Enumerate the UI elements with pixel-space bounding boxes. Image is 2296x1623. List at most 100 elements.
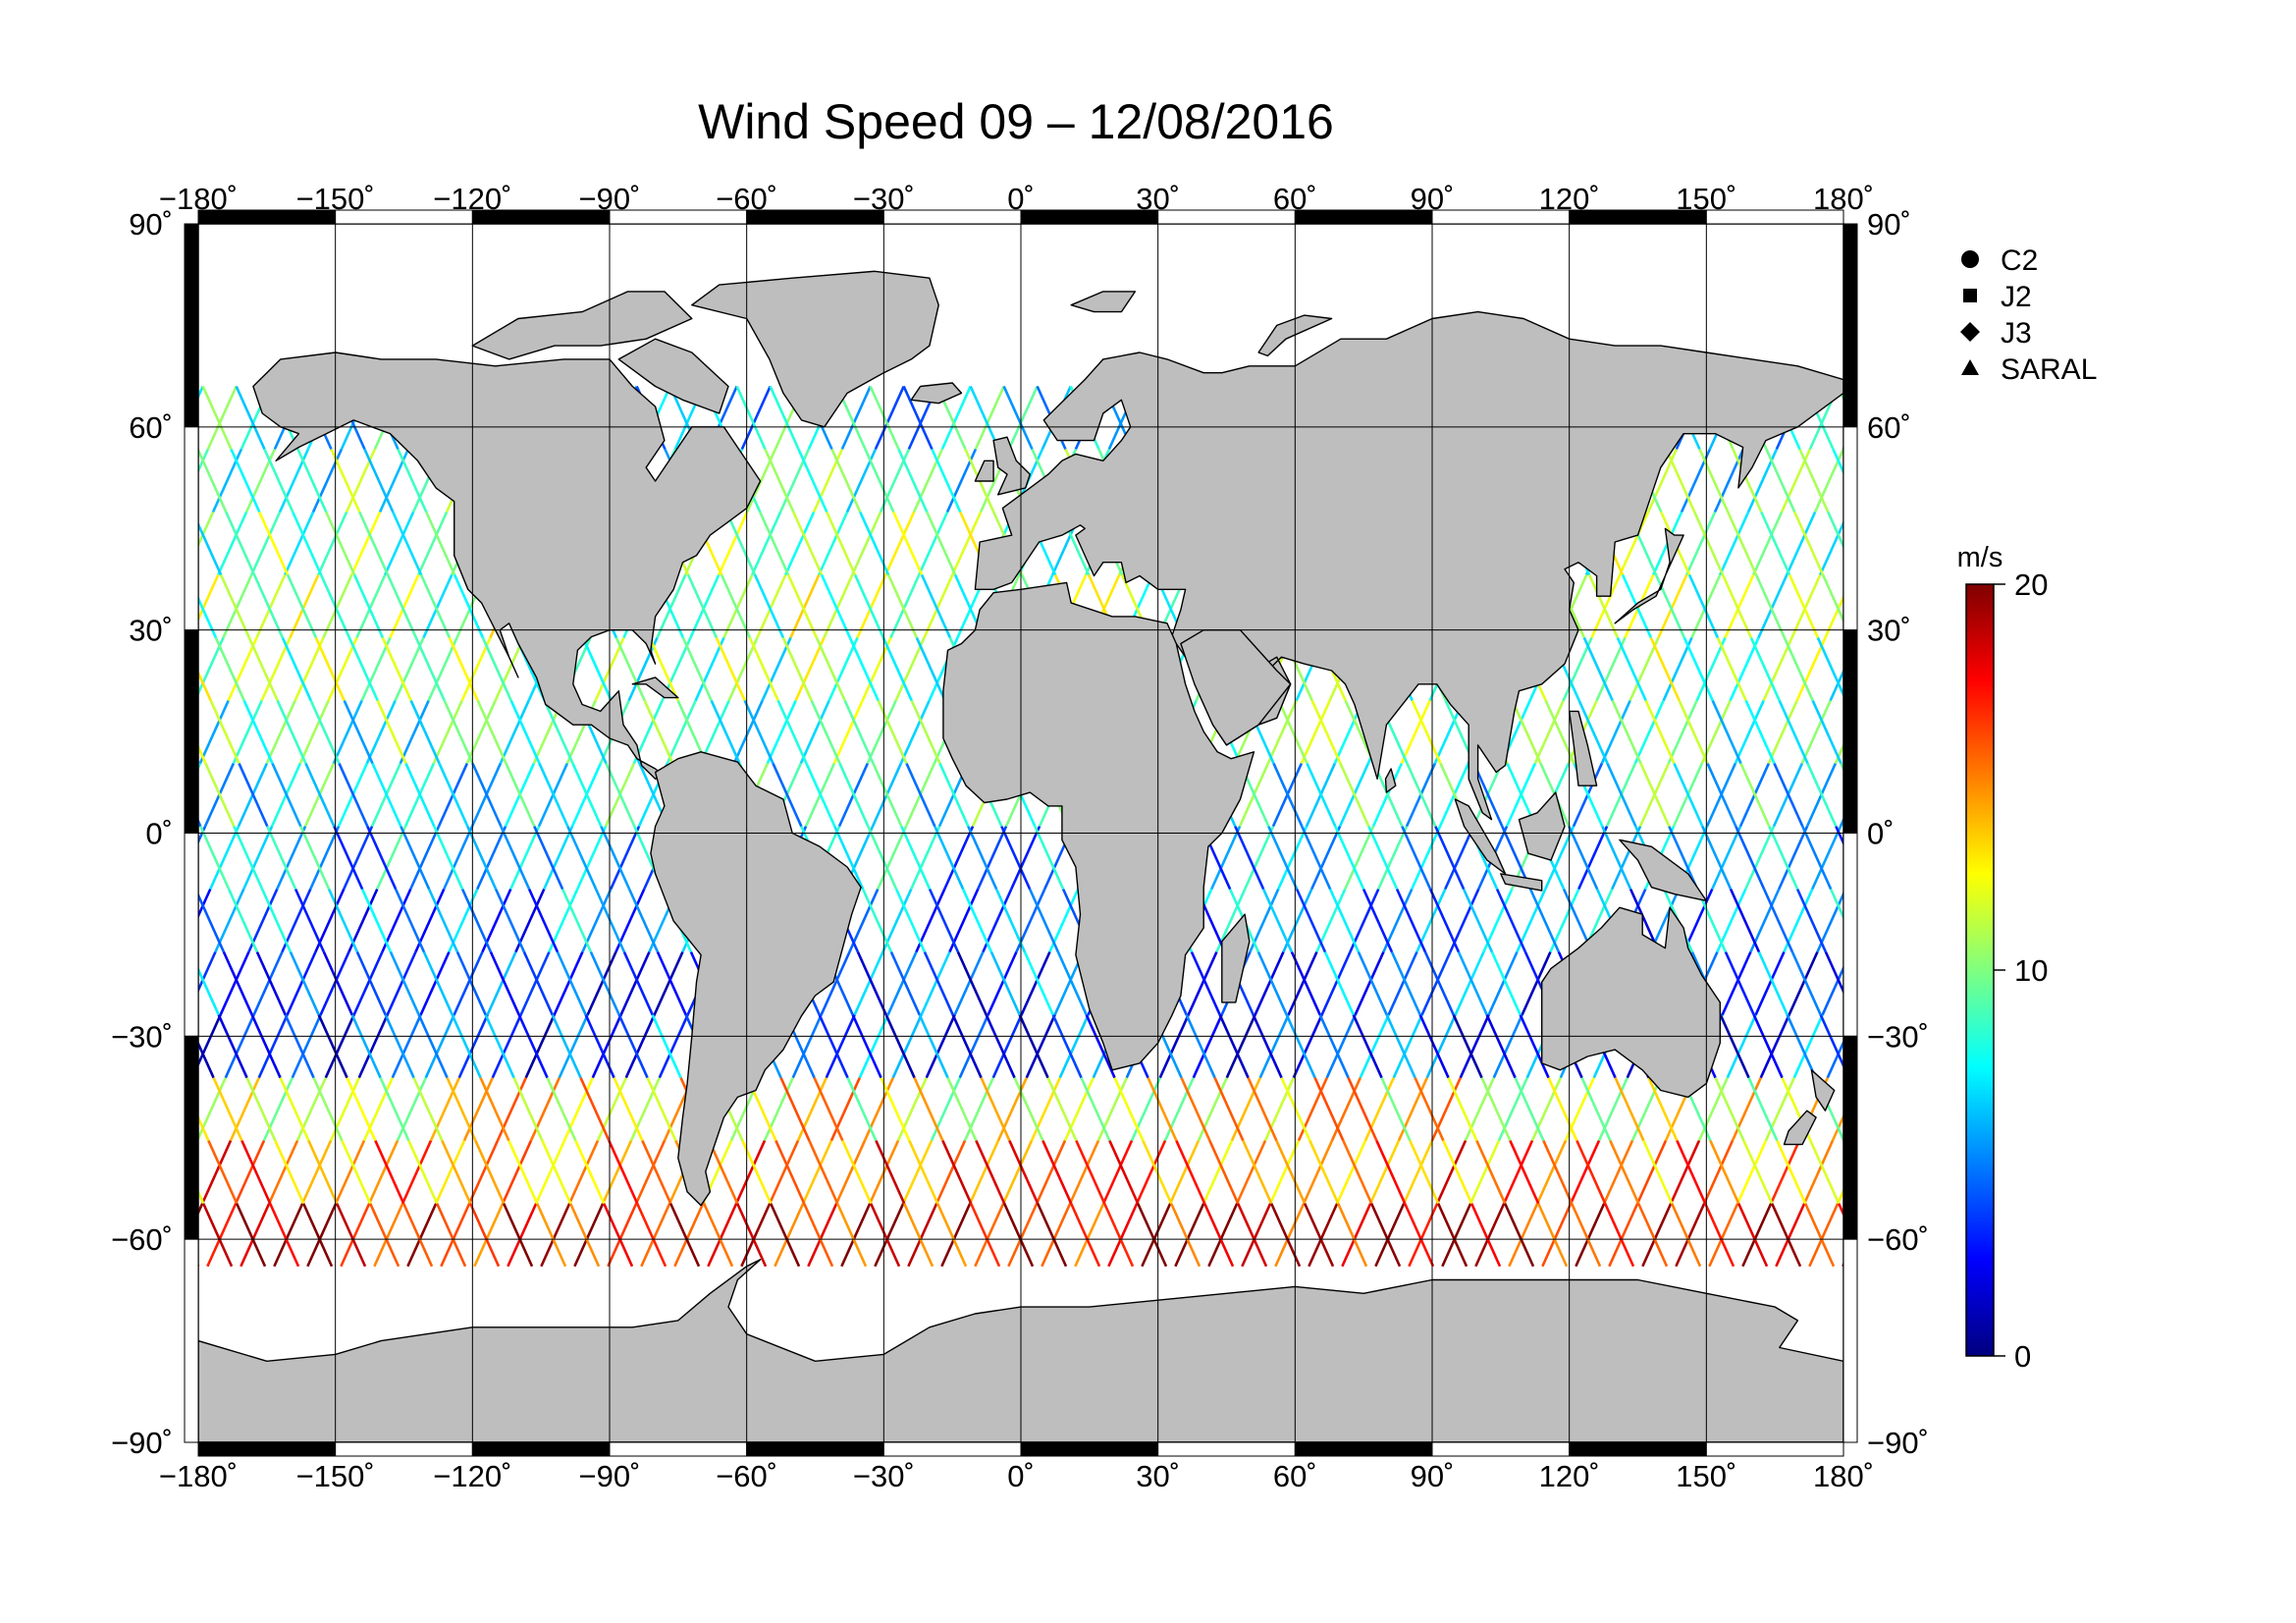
legend-label: J3 <box>2001 317 2032 350</box>
colorbar-tick-label: 20 <box>2014 568 2048 602</box>
lon-tick-label-bottom: −150˚ <box>296 1459 375 1493</box>
border-segment-bottom <box>471 1441 611 1457</box>
border-segment-bottom <box>1705 1441 1844 1457</box>
colorbar-tick-label: 0 <box>2014 1339 2031 1374</box>
tick-labels: −180˚ −180˚ −150˚ −150˚ −120˚ −120˚ −90˚ −90˚ −6… <box>111 182 1929 1493</box>
lat-tick-label-left: 60˚ <box>129 410 173 445</box>
lon-tick-label-bottom: 120˚ <box>1539 1459 1600 1493</box>
lon-tick-label-top: 30˚ <box>1136 182 1180 216</box>
lon-tick-label-bottom: −120˚ <box>433 1459 511 1493</box>
land-svalbard <box>1070 291 1137 313</box>
border-segment-bottom <box>197 1441 337 1457</box>
lon-tick-label-bottom: −60˚ <box>716 1459 777 1493</box>
land-japan <box>1614 527 1684 624</box>
border-segment-left <box>184 426 199 631</box>
lat-tick-label-right: 30˚ <box>1867 614 1911 648</box>
legend-square-marker <box>1963 289 1977 302</box>
lat-tick-label-right: −30˚ <box>1867 1019 1929 1054</box>
border-segment-top <box>1705 209 1844 225</box>
lon-tick-label-bottom: −180˚ <box>159 1459 238 1493</box>
lon-tick-label-bottom: 0˚ <box>1007 1459 1035 1493</box>
lon-tick-label-top: 120˚ <box>1539 182 1600 216</box>
border-segment-right <box>1842 1238 1858 1443</box>
land-canada-islands <box>471 291 693 360</box>
border-segment-bottom <box>1157 1441 1296 1457</box>
colorbar-tick-label: 10 <box>2014 953 2048 988</box>
map-title: Wind Speed 09 – 12/08/2016 <box>698 94 1334 149</box>
land-new-zealand-n <box>1810 1069 1836 1111</box>
colorbar-unit: m/s <box>1957 542 2003 573</box>
border-segment-bottom <box>1294 1441 1433 1457</box>
border-segment-right <box>1842 629 1858 835</box>
lon-tick-label-bottom: 30˚ <box>1136 1459 1180 1493</box>
lon-tick-label-bottom: 90˚ <box>1411 1459 1455 1493</box>
map-checker-border <box>184 209 1858 1457</box>
lon-tick-label-bottom: 180˚ <box>1813 1459 1874 1493</box>
border-segment-right <box>1842 833 1858 1037</box>
lat-tick-label-left: 90˚ <box>129 207 173 242</box>
border-segment-left <box>184 223 199 428</box>
land-indonesia-sumatra <box>1454 798 1507 875</box>
land-new-guinea <box>1619 839 1708 902</box>
lat-tick-label-left: 30˚ <box>129 614 173 648</box>
lon-tick-label-top: −120˚ <box>433 182 511 216</box>
land-novaya-zemlya <box>1257 314 1333 357</box>
border-segment-left <box>184 1238 199 1443</box>
border-segment-bottom <box>1431 1441 1571 1457</box>
legend-diamond-marker <box>1960 322 1980 342</box>
border-segment-bottom <box>609 1441 748 1457</box>
legend-label: C2 <box>2001 244 2038 277</box>
lat-tick-label-left: 0˚ <box>145 817 173 851</box>
land-australia <box>1540 906 1722 1099</box>
lat-tick-label-left: −90˚ <box>111 1426 173 1460</box>
land-sri-lanka <box>1384 768 1397 793</box>
land-greenland <box>691 270 939 428</box>
lon-tick-label-top: 150˚ <box>1676 182 1736 216</box>
land-madagascar <box>1221 913 1251 1003</box>
legend-label: J2 <box>2001 281 2032 313</box>
border-segment-right <box>1842 426 1858 631</box>
border-segment-right <box>1842 1035 1858 1240</box>
lat-tick-label-right: −60˚ <box>1867 1222 1929 1257</box>
lat-tick-label-right: −90˚ <box>1867 1426 1929 1460</box>
border-segment-bottom <box>882 1441 1022 1457</box>
lat-tick-label-left: −30˚ <box>111 1019 173 1054</box>
lat-tick-label-right: 60˚ <box>1867 410 1911 445</box>
lon-tick-label-top: −90˚ <box>579 182 641 216</box>
land-new-zealand-s <box>1783 1109 1817 1146</box>
lat-tick-label-left: −60˚ <box>111 1222 173 1257</box>
lon-tick-label-top: −60˚ <box>716 182 777 216</box>
border-segment-bottom <box>1020 1441 1159 1457</box>
legend-label: SARAL <box>2001 353 2097 386</box>
land-java <box>1500 873 1543 892</box>
lat-tick-label-right: 0˚ <box>1867 817 1895 851</box>
lon-tick-label-top: 180˚ <box>1813 182 1874 216</box>
border-segment-bottom <box>1569 1441 1707 1457</box>
lon-tick-label-bottom: −90˚ <box>579 1459 641 1493</box>
land-cuba <box>631 676 679 699</box>
border-segment-left <box>184 1035 199 1240</box>
border-segment-bottom <box>335 1441 473 1457</box>
border-segment-left <box>184 833 199 1037</box>
lon-tick-label-top: −150˚ <box>296 182 375 216</box>
land-borneo <box>1518 791 1566 861</box>
map-area <box>197 223 1844 1443</box>
lat-tick-label-right: 90˚ <box>1867 207 1911 242</box>
lon-tick-label-top: 0˚ <box>1007 182 1035 216</box>
lon-tick-label-top: 60˚ <box>1273 182 1317 216</box>
graticule <box>198 224 1843 1442</box>
legend-circle-marker <box>1961 250 1979 268</box>
border-segment-right <box>1842 223 1858 428</box>
lon-tick-label-top: 90˚ <box>1411 182 1455 216</box>
lon-tick-label-bottom: 60˚ <box>1273 1459 1317 1493</box>
border-segment-left <box>184 629 199 835</box>
land-philippines <box>1568 710 1598 786</box>
legend-triangle-marker <box>1961 359 1979 375</box>
lon-tick-label-bottom: −30˚ <box>853 1459 915 1493</box>
border-segment-bottom <box>746 1441 884 1457</box>
lon-tick-label-bottom: 150˚ <box>1676 1459 1736 1493</box>
lon-tick-label-top: −30˚ <box>853 182 915 216</box>
lon-tick-label-top: −180˚ <box>159 182 238 216</box>
land-baffin <box>617 338 729 414</box>
